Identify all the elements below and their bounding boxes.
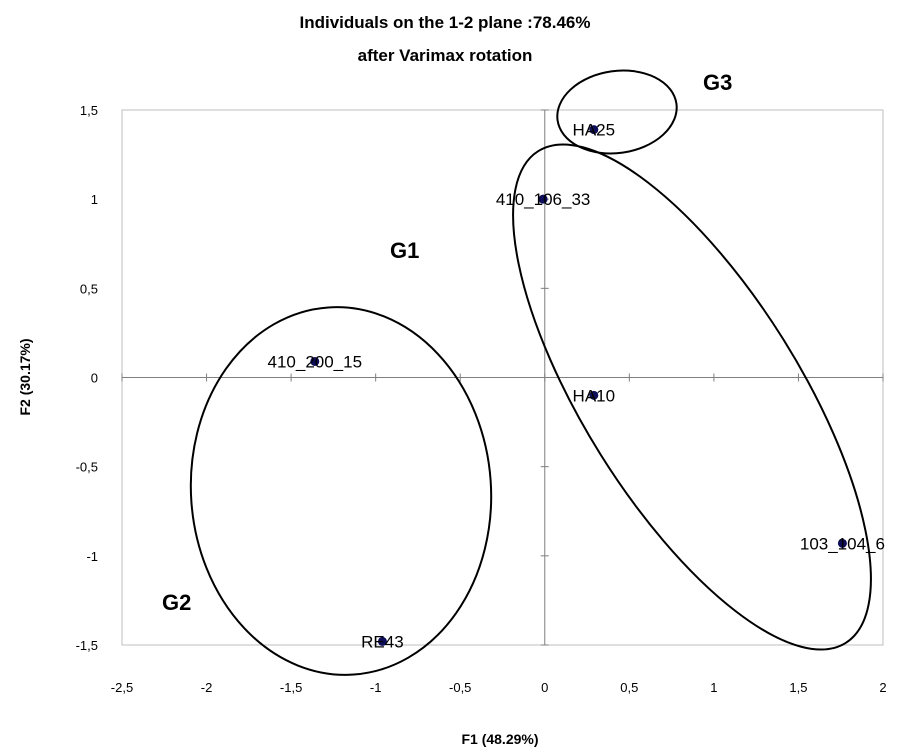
- x-tick-label: 1,5: [789, 680, 807, 695]
- point-label: 103_104_6: [800, 534, 885, 553]
- y-tick-label: -0,5: [76, 460, 98, 475]
- x-tick-label: -2: [201, 680, 213, 695]
- x-tick-label: -1,5: [280, 680, 302, 695]
- y-tick-label: 1: [91, 192, 98, 207]
- x-tick-label: 2: [879, 680, 886, 695]
- x-tick-label: -2,5: [111, 680, 133, 695]
- x-tick-label: -0,5: [449, 680, 471, 695]
- data-point: [589, 390, 599, 400]
- y-tick-label: -1: [86, 549, 98, 564]
- data-point: [538, 194, 548, 204]
- point-label: HA25: [573, 121, 616, 140]
- x-axis-title: F1 (48.29%): [461, 731, 538, 747]
- data-points: [310, 125, 847, 646]
- point-label: RE43: [361, 632, 404, 651]
- data-point: [377, 636, 387, 646]
- x-tick-labels: -2,5 -2 -1,5 -1 -0,5 0 0,5 1 1,5 2: [111, 680, 887, 695]
- point-label: 410_200_15: [268, 352, 363, 371]
- y-tick-labels: 1,5 1 0,5 0 -0,5 -1 -1,5: [76, 103, 98, 653]
- chart-title-line-1: Individuals on the 1-2 plane :78.46%: [300, 13, 591, 32]
- point-labels: HA25 410_106_33 410_200_15 HA10 103_104_6 RE4…: [268, 121, 885, 652]
- point-label: 410_106_33: [496, 190, 591, 209]
- y-tick-label: 0,5: [80, 281, 98, 296]
- group-label-g2: G2: [162, 590, 191, 615]
- group-g1-ellipse: [512, 143, 872, 651]
- group-label-g1: G1: [390, 238, 419, 263]
- x-tick-label: 0: [541, 680, 548, 695]
- group-g2-ellipse: [189, 306, 493, 676]
- data-point: [589, 125, 599, 135]
- x-tick-label: 0,5: [620, 680, 638, 695]
- point-label: HA10: [573, 386, 616, 405]
- data-point: [310, 356, 320, 366]
- y-tick-label: 1,5: [80, 103, 98, 118]
- group-label-g3: G3: [703, 70, 732, 95]
- x-tick-label: -1: [370, 680, 382, 695]
- data-point: [837, 538, 847, 548]
- group-g3-ellipse: [556, 69, 678, 155]
- chart-title-line-2: after Varimax rotation: [358, 46, 533, 65]
- y-tick-label: 0: [91, 371, 98, 386]
- y-tick-label: -1,5: [76, 638, 98, 653]
- y-axis-title: F2 (30.17%): [17, 338, 33, 415]
- x-tick-label: 1: [710, 680, 717, 695]
